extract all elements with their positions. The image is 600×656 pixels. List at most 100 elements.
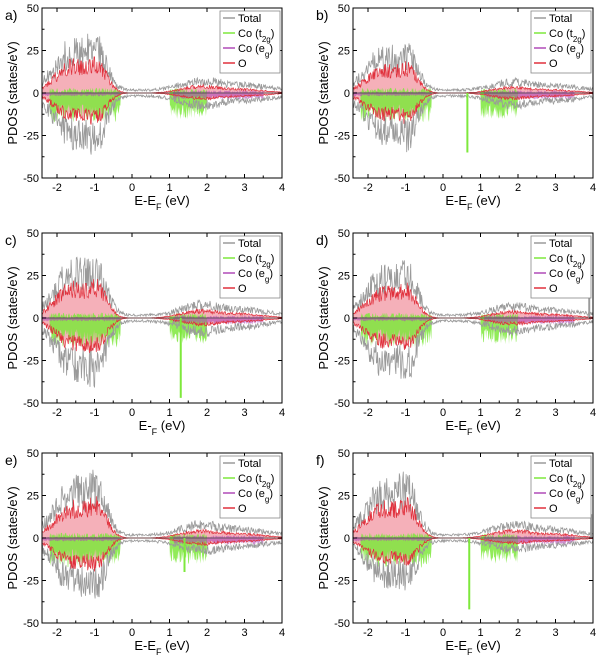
y-axis-label: PDOS (states/eV) [5,266,20,369]
y-tick-label: -50 [334,398,350,410]
y-tick-label: 0 [344,313,350,325]
panel-label: b) [316,7,328,23]
legend: Total Co (t2g)Co (eg)O [530,235,592,299]
y-tick-label: -25 [334,576,350,588]
o-line-up [353,496,593,539]
x-tick-label: 3 [241,627,247,639]
legend-label-co_t2g: Co (t2g) [549,473,585,489]
x-tick-label: 1 [477,627,483,639]
legend-label-o: O [238,58,247,70]
co-eg-fill-up [42,90,282,93]
y-tick-label: -50 [23,173,39,185]
legend-label-total: Total [238,238,261,250]
co-t2g-fill-up [42,532,282,538]
x-tick-label: 2 [515,627,521,639]
o-line-down [353,537,593,566]
y-tick-label: 25 [27,271,39,283]
legend: Total Co (t2g)Co (eg)O [530,455,592,519]
plot-area [42,469,282,599]
y-tick-label: -25 [334,356,350,368]
x-tick-label: 4 [590,627,596,639]
x-tick-label: 1 [166,627,172,639]
legend-label-o: O [238,503,247,515]
legend-label-co_eg: Co (eg) [549,488,584,504]
x-tick-label: 4 [279,407,285,419]
plot-area [42,33,282,155]
y-tick-label: -25 [334,131,350,143]
total-line-up [353,471,593,538]
x-tick-label: 4 [590,182,596,194]
total-line-up [353,43,593,92]
o-fill-up [353,61,593,93]
x-axis-label: E-EF (eV) [445,193,500,212]
x-tick-label: 1 [166,182,172,194]
legend: Total Co (t2g)Co (eg)O [219,235,281,299]
legend-label-total: Total [238,458,261,470]
legend-label-total: Total [549,238,572,250]
y-tick-label: 50 [338,448,350,460]
legend-label-o: O [549,283,558,295]
o-line-down [42,317,282,354]
legend-label-co_eg: Co (eg) [549,268,584,284]
y-tick-label: 50 [27,448,39,460]
o-line-down [353,92,593,124]
co-eg-fill-up [42,315,282,318]
x-tick-label: 2 [204,407,210,419]
legend-label-co_t2g: Co (t2g) [549,253,585,269]
y-tick-label: -25 [23,576,39,588]
x-tick-label: -2 [52,627,62,639]
y-tick-label: 25 [338,491,350,503]
legend: Total Co (t2g)Co (eg)O [219,455,281,519]
o-line-down [42,537,282,572]
co-t2g-fill-down [353,93,593,123]
panel-label: a) [5,7,17,23]
co-t2g-fill-down [42,318,282,348]
x-tick-label: 0 [440,627,446,639]
total-line-up [42,469,282,538]
x-tick-label: 1 [166,407,172,419]
o-line-up [42,56,282,94]
legend-label-o: O [549,503,558,515]
y-tick-label: 50 [27,3,39,15]
x-tick-label: 0 [129,627,135,639]
o-line-down [353,317,593,350]
y-tick-label: -50 [23,618,39,630]
x-tick-label: 3 [552,407,558,419]
x-tick-label: 3 [241,182,247,194]
y-tick-label: -50 [334,618,350,630]
panel-label: e) [5,452,17,468]
co-t2g-fill-up [353,532,593,538]
x-tick-label: 0 [440,182,446,194]
panel-label: c) [5,232,17,248]
co-eg-fill-up [353,315,593,318]
x-tick-label: 2 [204,182,210,194]
x-tick-label: 1 [477,182,483,194]
o-fill-up [353,282,593,318]
chart-panel-6: 50 25 0 -25 -50 -2 -1 0 1 2 3 4 f) PDOS (states/eV) E-… [316,448,596,656]
chart-panel-2: 50 25 0 -25 -50 -2 -1 0 1 2 3 4 b) PDOS (states/eV) E-… [316,3,596,212]
x-axis-label: E-F (eV) [139,418,186,437]
x-tick-label: -2 [52,407,62,419]
o-line-up [42,278,282,319]
y-axis-label: PDOS (states/eV) [5,41,20,144]
y-tick-label: 50 [338,3,350,15]
chart-panel-5: 50 25 0 -25 -50 -2 -1 0 1 2 3 4 e) PDOS (states/eV) E-… [5,448,285,656]
x-tick-label: -1 [90,407,100,419]
x-tick-label: -1 [401,627,411,639]
y-tick-label: 0 [33,88,39,100]
total-line-down [42,319,282,389]
co-eg-fill-down [353,538,593,545]
legend: Total Co (t2g)Co (eg)O [219,10,281,74]
y-tick-label: 25 [338,46,350,58]
y-tick-label: 25 [338,271,350,283]
o-fill-up [353,497,593,538]
legend-label-co_t2g: Co (t2g) [238,28,274,44]
legend-label-co_t2g: Co (t2g) [549,28,585,44]
total-line-down [353,93,593,153]
co-eg-fill-down [42,93,282,100]
co-eg-fill-down [353,318,593,325]
y-axis-label: PDOS (states/eV) [5,486,20,589]
x-tick-label: 1 [477,407,483,419]
y-tick-label: 50 [27,228,39,240]
